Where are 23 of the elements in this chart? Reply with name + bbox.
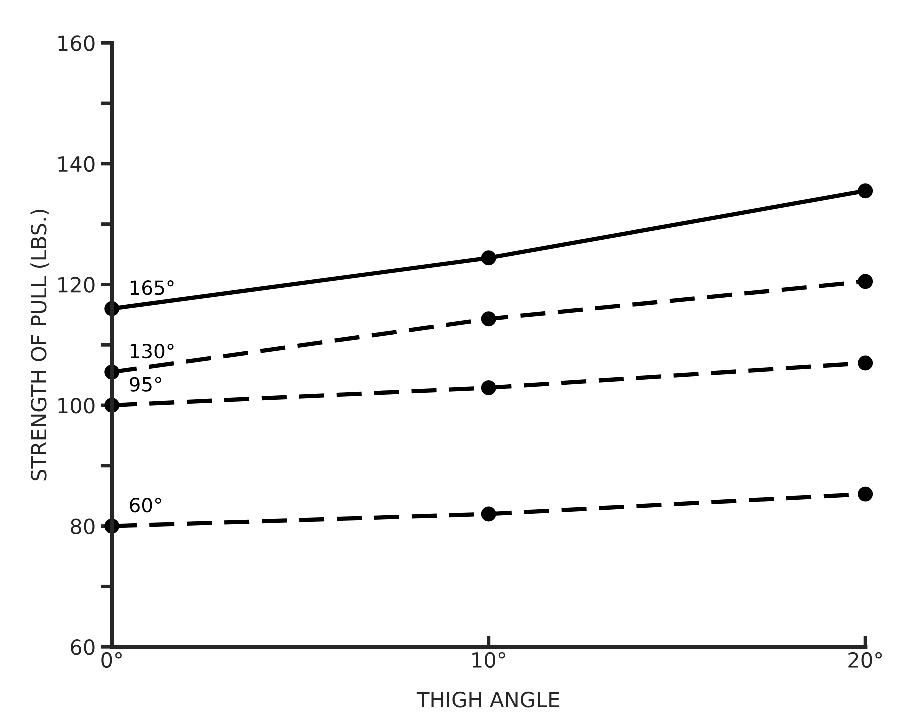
y-tick-label: 140: [58, 156, 95, 172]
x-axis-title: THIGH ANGLE: [416, 692, 560, 708]
y-tick-label: 160: [58, 36, 95, 52]
point: [481, 312, 496, 327]
point: [481, 250, 496, 266]
series-label: 95°: [130, 377, 162, 392]
series-label: 60°: [130, 498, 162, 513]
y-tick-label: 120: [58, 277, 95, 293]
series-label: 130°: [130, 344, 174, 359]
point: [858, 184, 874, 199]
series-label: 165°: [130, 280, 174, 296]
y-axis-title: STRENGTH OF PULL (LBS.): [30, 210, 50, 481]
x-tick-label: 20°: [848, 652, 882, 668]
x-tick-label: 0°: [102, 652, 122, 668]
point: [858, 356, 874, 371]
y-tick-label: 80: [71, 518, 95, 535]
point: [858, 486, 874, 502]
point: [481, 506, 496, 522]
y-tick-label: 60: [71, 640, 95, 656]
point: [858, 274, 874, 290]
point: [481, 380, 496, 396]
x-tick-label: 10°: [472, 652, 506, 668]
y-tick-label: 100: [58, 398, 95, 414]
